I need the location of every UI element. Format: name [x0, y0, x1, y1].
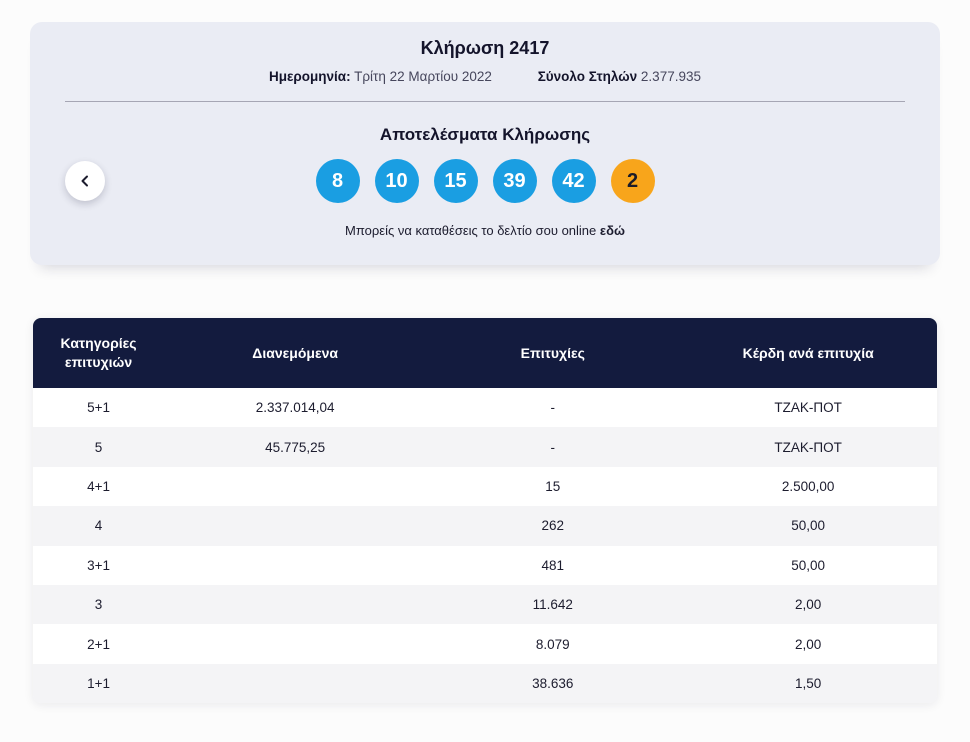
- table-row: 4+1 15 2.500,00: [33, 466, 937, 507]
- cell-prize: 2.500,00: [781, 478, 835, 494]
- header-distributed: Διανεμόμενα: [252, 344, 339, 361]
- winning-numbers-row: 8 10 15 39 42 2: [30, 159, 940, 203]
- winning-number-ball: 8: [315, 159, 360, 203]
- cell-prize: 50,00: [791, 557, 826, 573]
- cell-winners: 8.079: [535, 636, 570, 652]
- prize-table-body: 5+1 2.337.014,04 - ΤΖΑΚ-ΠΟΤ 5 45.775,25 …: [33, 388, 937, 704]
- header-winners: Επιτυχίες: [520, 344, 585, 361]
- cell-winners: 38.636: [532, 675, 574, 691]
- cell-category: 5+1: [87, 400, 110, 416]
- header-categories: Κατηγορίες επιτυχιών: [60, 335, 137, 370]
- cell-prize: ΤΖΑΚ-ΠΟΤ: [774, 439, 842, 455]
- total-columns-label: Σύνολο Στηλών: [537, 69, 638, 84]
- winning-number-ball: 10: [374, 159, 419, 203]
- prize-table-header: Κατηγορίες επιτυχιών Διανεμόμενα Επιτυχί…: [33, 318, 937, 388]
- total-columns-value: 2.377.935: [640, 69, 701, 84]
- draw-date-value: Τρίτη 22 Μαρτίου 2022: [354, 69, 492, 84]
- table-row: 3+1 481 50,00: [33, 545, 937, 585]
- cell-category: 3+1: [87, 557, 110, 573]
- chevron-left-icon: [77, 173, 93, 189]
- winning-number-ball: 42: [551, 159, 596, 203]
- draw-date-label: Ημερομηνία:: [269, 69, 351, 84]
- cell-prize: 50,00: [791, 518, 826, 534]
- card-divider: [65, 101, 905, 102]
- online-slip-link[interactable]: εδώ: [599, 223, 625, 238]
- header-prize: Κέρδη ανά επιτυχία: [742, 344, 874, 361]
- cell-category: 1+1: [87, 675, 110, 691]
- cell-winners: 11.642: [532, 597, 573, 613]
- cell-category: 5: [94, 439, 103, 455]
- winning-number-ball: 39: [492, 159, 537, 203]
- cell-prize: 1,50: [795, 675, 822, 691]
- results-title: Αποτελέσματα Κλήρωσης: [379, 125, 591, 144]
- table-row: 5+1 2.337.014,04 - ΤΖΑΚ-ΠΟΤ: [33, 388, 937, 428]
- cell-winners: 15: [545, 478, 561, 494]
- cell-category: 3: [94, 597, 103, 613]
- table-row: 4 262 50,00: [33, 506, 937, 546]
- cell-category: 2+1: [87, 636, 110, 652]
- cell-winners: -: [550, 439, 556, 455]
- online-slip-note-text: Μπορείς να καταθέσεις το δελτίο σου onli…: [345, 223, 597, 238]
- total-columns: Σύνολο Στηλών 2.377.935: [538, 68, 701, 86]
- cell-distributed: 2.337.014,04: [255, 400, 335, 416]
- cell-winners: 481: [541, 557, 565, 573]
- cell-distributed: 45.775,25: [265, 439, 326, 455]
- table-row: 3 11.642 2,00: [33, 584, 937, 625]
- previous-draw-button[interactable]: [65, 161, 105, 201]
- table-row: 2+1 8.079 2,00: [33, 624, 937, 664]
- cell-category: 4: [94, 518, 103, 534]
- table-row: 1+1 38.636 1,50: [33, 663, 937, 704]
- cell-winners: -: [550, 400, 556, 416]
- draw-date: Ημερομηνία: Τρίτη 22 Μαρτίου 2022: [269, 68, 492, 86]
- prize-table: Κατηγορίες επιτυχιών Διανεμόμενα Επιτυχί…: [33, 318, 937, 704]
- cell-prize: ΤΖΑΚ-ΠΟΤ: [774, 400, 842, 416]
- bonus-number-ball: 2: [610, 159, 655, 203]
- online-slip-note: Μπορείς να καταθέσεις το δελτίο σου onli…: [30, 222, 940, 240]
- cell-winners: 262: [541, 518, 565, 534]
- draw-result-card: Κλήρωση 2417 Ημερομηνία: Τρίτη 22 Μαρτίο…: [30, 22, 940, 265]
- cell-category: 4+1: [87, 478, 110, 494]
- cell-prize: 2,00: [795, 636, 822, 652]
- draw-title: Κλήρωση 2417: [420, 38, 550, 58]
- winning-number-ball: 15: [433, 159, 478, 203]
- draw-meta: Ημερομηνία: Τρίτη 22 Μαρτίου 2022 Σύνολο…: [30, 68, 940, 86]
- table-row: 5 45.775,25 - ΤΖΑΚ-ΠΟΤ: [33, 427, 937, 467]
- cell-prize: 2,00: [795, 597, 822, 613]
